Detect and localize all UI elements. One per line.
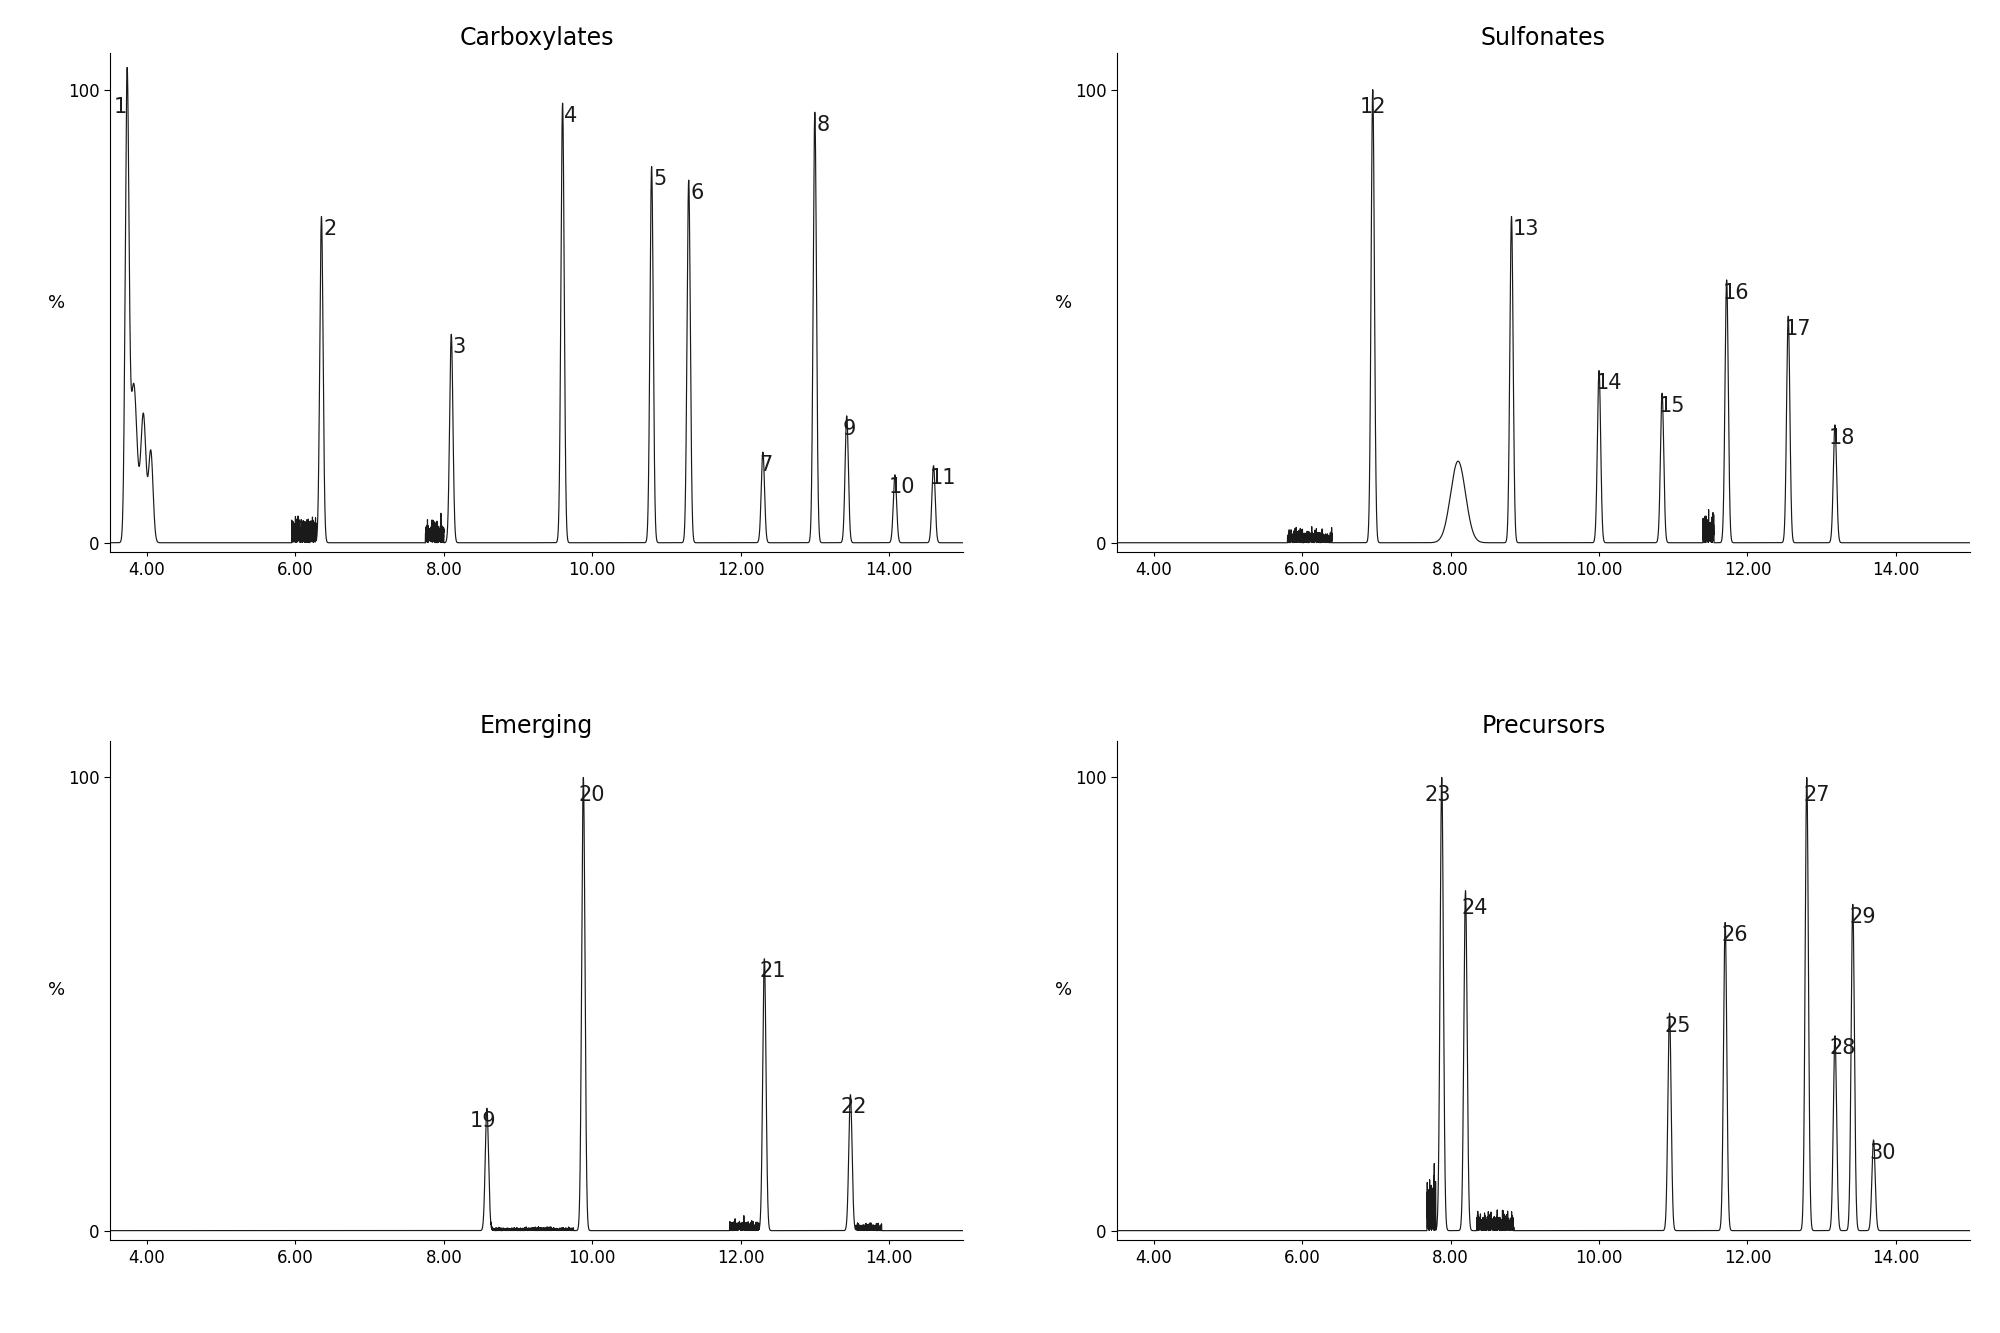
Text: 27: 27 bbox=[1804, 785, 1830, 805]
Text: 29: 29 bbox=[1850, 906, 1876, 926]
Text: 28: 28 bbox=[1830, 1038, 1856, 1058]
Text: 12: 12 bbox=[1360, 97, 1386, 117]
Text: 26: 26 bbox=[1722, 925, 1748, 945]
Text: 24: 24 bbox=[1462, 898, 1488, 918]
Text: 21: 21 bbox=[760, 961, 786, 981]
Text: 22: 22 bbox=[840, 1097, 868, 1117]
Y-axis label: %: % bbox=[1056, 981, 1072, 1000]
Text: 8: 8 bbox=[816, 115, 830, 135]
Text: 30: 30 bbox=[1870, 1142, 1896, 1162]
Text: 6: 6 bbox=[690, 183, 704, 203]
Text: 25: 25 bbox=[1664, 1016, 1690, 1036]
Text: 7: 7 bbox=[760, 455, 772, 475]
Text: 1: 1 bbox=[114, 97, 126, 117]
Y-axis label: %: % bbox=[48, 293, 66, 312]
Text: 15: 15 bbox=[1658, 396, 1684, 416]
Text: 16: 16 bbox=[1722, 283, 1750, 303]
Title: Sulfonates: Sulfonates bbox=[1480, 25, 1606, 49]
Y-axis label: %: % bbox=[1056, 293, 1072, 312]
Text: 3: 3 bbox=[452, 337, 466, 357]
Text: 10: 10 bbox=[890, 477, 916, 497]
Title: Emerging: Emerging bbox=[480, 714, 594, 738]
Title: Precursors: Precursors bbox=[1482, 714, 1606, 738]
Text: 20: 20 bbox=[578, 785, 606, 805]
Title: Carboxylates: Carboxylates bbox=[460, 25, 614, 49]
Text: 11: 11 bbox=[930, 468, 956, 488]
Y-axis label: %: % bbox=[48, 981, 66, 1000]
Text: 5: 5 bbox=[654, 169, 666, 189]
Text: 19: 19 bbox=[470, 1110, 496, 1130]
Text: 18: 18 bbox=[1830, 428, 1856, 448]
Text: 17: 17 bbox=[1784, 319, 1812, 339]
Text: 13: 13 bbox=[1512, 219, 1540, 239]
Text: 4: 4 bbox=[564, 105, 578, 125]
Text: 14: 14 bbox=[1596, 373, 1622, 393]
Text: 23: 23 bbox=[1424, 785, 1452, 805]
Text: 2: 2 bbox=[324, 219, 336, 239]
Text: 9: 9 bbox=[844, 419, 856, 439]
